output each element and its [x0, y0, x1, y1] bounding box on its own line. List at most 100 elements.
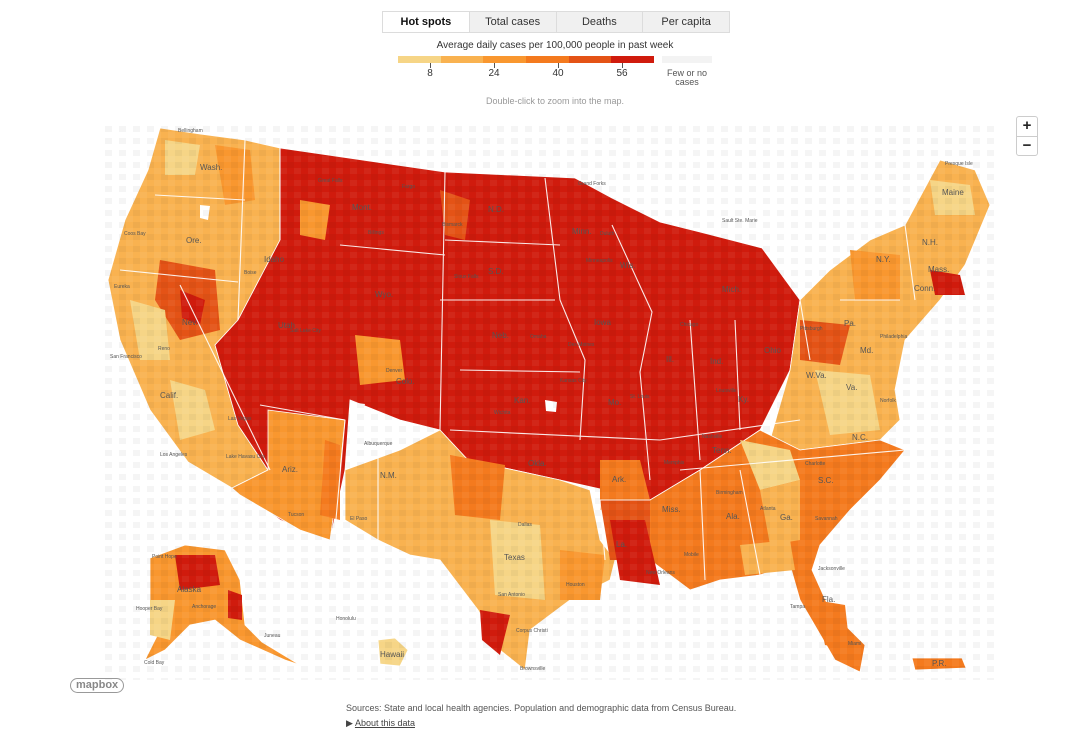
state-border: [739, 469, 761, 576]
tab-total-cases[interactable]: Total cases: [468, 12, 556, 32]
legend-tick-label: 24: [488, 68, 500, 79]
state-border: [179, 284, 271, 471]
zoom-hint: Double-click to zoom into the map.: [485, 96, 625, 106]
mapbox-logo[interactable]: mapbox: [70, 678, 125, 693]
city-label: Boise: [244, 270, 257, 276]
state-label: Okla.: [528, 459, 547, 468]
legend-no-case-swatch: [662, 56, 712, 63]
state-label: Va.: [846, 383, 857, 392]
city-label: Salt Lake City: [290, 328, 321, 334]
city-label: Brownsville: [520, 666, 546, 672]
state-label: Mich.: [722, 285, 741, 294]
state-label: W.Va.: [806, 371, 827, 380]
state-border: [544, 177, 586, 441]
state-label: Pa.: [844, 319, 856, 328]
tab-per-capita[interactable]: Per capita: [642, 12, 729, 32]
legend-color-scale: [398, 56, 655, 63]
zoom-control: + −: [1016, 116, 1038, 156]
view-tabs: Hot spots Total cases Deaths Per capita: [382, 11, 730, 33]
zoom-out-button[interactable]: −: [1022, 137, 1032, 154]
city-label: Memphis: [664, 460, 685, 466]
state-border: [237, 139, 246, 321]
city-label: Coos Bay: [124, 231, 146, 237]
state-border: [339, 244, 446, 256]
state-label: Md.: [860, 346, 873, 355]
tab-deaths[interactable]: Deaths: [555, 12, 643, 32]
state-label: Tenn.: [712, 446, 732, 455]
about-this-data-link[interactable]: ▶ About this data: [346, 718, 415, 729]
city-label: Eureka: [114, 284, 130, 290]
city-label: El Paso: [350, 516, 367, 522]
state-border: [449, 429, 661, 441]
state-label: Ariz.: [282, 465, 298, 474]
state-label: Alaska: [177, 585, 202, 594]
city-label: Los Angeles: [160, 452, 188, 458]
state-label: Colo.: [396, 377, 415, 386]
state-borders: [119, 139, 916, 581]
city-label: Duluth: [600, 231, 615, 237]
state-border: [734, 319, 741, 431]
state-label: Conn.: [914, 284, 935, 293]
city-label: Presque Isle: [945, 161, 973, 167]
city-label: Tampa: [790, 604, 805, 610]
state-label: Ind.: [710, 357, 723, 366]
state-label: Iowa: [594, 318, 611, 327]
state-label: Ark.: [612, 475, 626, 484]
state-border: [119, 269, 239, 283]
state-border: [799, 299, 811, 361]
city-label: Miami: [848, 641, 861, 647]
state-label: Ohio: [764, 346, 781, 355]
state-border: [659, 419, 801, 441]
patch: [850, 250, 900, 300]
state-border: [599, 499, 606, 561]
city-label: Birmingham: [716, 490, 743, 496]
state-label: Fla.: [822, 595, 835, 604]
state-label: Ore.: [186, 236, 202, 245]
patch: [450, 455, 505, 520]
city-label: Reno: [158, 346, 170, 352]
state-label: Nev.: [182, 318, 198, 327]
state-label: S.D.: [488, 267, 504, 276]
state-label: Minn.: [572, 227, 592, 236]
tab-hot-spots[interactable]: Hot spots: [383, 12, 469, 32]
city-label: Dallas: [518, 522, 532, 528]
zoom-in-button[interactable]: +: [1017, 117, 1037, 137]
city-label: Tucson: [288, 512, 304, 518]
state-border: [459, 369, 581, 373]
city-label: Mobile: [684, 552, 699, 558]
state-border: [444, 239, 561, 246]
city-label: Nashville: [702, 434, 723, 440]
state-border: [904, 224, 916, 301]
city-label: Honolulu: [336, 616, 356, 622]
city-label: Atlanta: [760, 506, 776, 512]
state-border: [611, 224, 653, 481]
state-labels: Wash. Ore. Idaho Mont. N.D. Minn. S.D. W…: [160, 163, 964, 668]
city-label: Sioux Falls: [454, 274, 479, 280]
state-label: Ill.: [666, 355, 674, 364]
city-label: Des Moines: [568, 342, 595, 348]
legend-tick: [494, 63, 495, 68]
state-label: Mo.: [608, 398, 621, 407]
state-label: Maine: [942, 188, 964, 197]
legend-title: Average daily cases per 100,000 people i…: [436, 40, 674, 51]
legend-swatch: [483, 56, 527, 63]
city-label: Houston: [566, 582, 585, 588]
city-label: Cold Bay: [144, 660, 165, 666]
state-label: Idaho: [264, 255, 285, 264]
city-label: Kansas City: [560, 378, 587, 384]
state-label: Calif.: [160, 391, 178, 400]
city-label: Chicago: [680, 322, 699, 328]
city-label: Louisville: [716, 388, 737, 394]
legend-swatch: [398, 56, 441, 63]
city-label: Philadelphia: [880, 334, 907, 340]
legend-tick-label: 8: [427, 68, 433, 79]
state-label: N.D.: [488, 205, 504, 214]
legend-swatch: [611, 56, 655, 63]
city-label: Bismarck: [442, 222, 463, 228]
state-border: [689, 319, 701, 461]
city-label: St. Louis: [630, 394, 650, 400]
city-label: Anchorage: [192, 604, 216, 610]
patch: [165, 140, 200, 175]
city-label: Charlotte: [805, 461, 826, 467]
